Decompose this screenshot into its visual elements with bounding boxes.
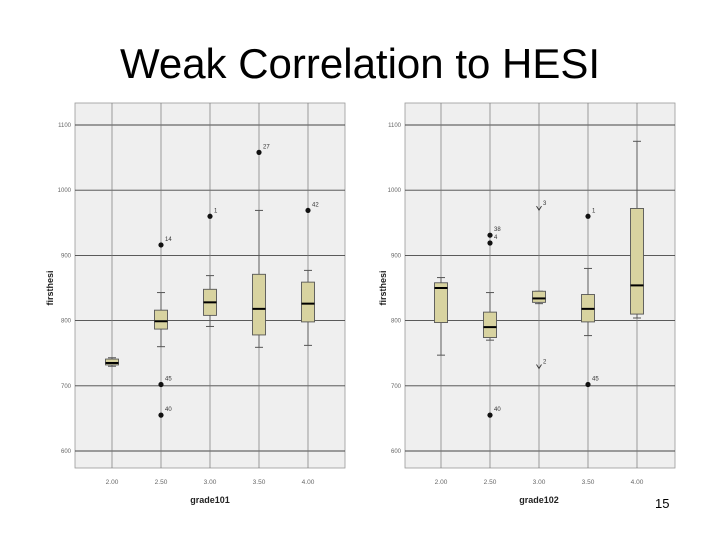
outlier-point bbox=[207, 213, 213, 219]
y-tick-label: 800 bbox=[61, 319, 72, 325]
x-tick-label: 4.00 bbox=[631, 479, 644, 486]
y-axis-label: firsthesi bbox=[378, 270, 388, 305]
y-tick-label: 600 bbox=[391, 449, 402, 455]
y-tick-label: 1100 bbox=[58, 123, 72, 129]
x-tick-label: 3.50 bbox=[582, 479, 595, 486]
outlier-point bbox=[256, 149, 262, 155]
outlier-point bbox=[305, 207, 311, 214]
outlier-label: 1 bbox=[214, 208, 218, 214]
outlier-label: 1 bbox=[592, 208, 596, 214]
outlier-label: 42 bbox=[312, 202, 319, 208]
extreme-marker bbox=[536, 205, 542, 211]
box bbox=[301, 281, 315, 323]
box bbox=[630, 208, 644, 315]
x-axis-label: grade102 bbox=[519, 495, 559, 505]
x-tick-label: 3.00 bbox=[533, 479, 546, 486]
outlier-label: 4 bbox=[494, 235, 498, 241]
y-tick-label: 600 bbox=[61, 449, 72, 455]
x-tick-label: 2.50 bbox=[484, 479, 497, 486]
x-tick-label: 3.50 bbox=[253, 479, 266, 486]
x-tick-label: 2.50 bbox=[155, 479, 168, 486]
y-tick-label: 1100 bbox=[388, 123, 402, 129]
outlier-point bbox=[158, 381, 164, 388]
x-tick-label: 2.00 bbox=[106, 479, 119, 486]
y-tick-label: 800 bbox=[391, 319, 402, 325]
extreme-marker bbox=[536, 364, 542, 370]
x-axis-label: grade101 bbox=[190, 495, 230, 505]
y-tick-label: 900 bbox=[61, 253, 72, 259]
outlier-point bbox=[487, 240, 493, 246]
y-tick-label: 900 bbox=[391, 253, 402, 259]
y-tick-label: 1000 bbox=[58, 188, 72, 194]
outlier-point bbox=[585, 213, 591, 219]
outlier-point bbox=[487, 412, 493, 418]
outlier-label: 38 bbox=[494, 227, 501, 233]
plot-area bbox=[404, 102, 676, 469]
x-tick-label: 3.00 bbox=[204, 479, 217, 486]
outlier-label: 27 bbox=[263, 144, 270, 150]
x-tick-label: 2.00 bbox=[435, 479, 448, 486]
outlier-point bbox=[487, 232, 493, 238]
slide-number: 15 bbox=[655, 496, 670, 511]
y-tick-label: 700 bbox=[391, 384, 402, 390]
box-plot-grade101: 1100 1000 900 800 700 600 2.00 2.50 3.00 3.50 4.00… bbox=[45, 102, 346, 505]
y-axis-label: firsthesi bbox=[45, 270, 55, 305]
outlier-point bbox=[158, 412, 164, 418]
box bbox=[434, 282, 448, 324]
box bbox=[483, 311, 497, 339]
outlier-label: 40 bbox=[165, 407, 172, 413]
box bbox=[154, 309, 168, 330]
outlier-label: 45 bbox=[592, 376, 599, 382]
marker-label: 2 bbox=[543, 360, 547, 366]
slide-title: Weak Correlation to HESI bbox=[119, 40, 601, 87]
outlier-label: 45 bbox=[165, 376, 172, 382]
outlier-point bbox=[158, 242, 164, 248]
box-plot-grade102: 1100 1000 900 800 700 600 2.00 2.50 3.00 3.50 4.00… bbox=[378, 102, 676, 505]
box bbox=[252, 273, 266, 336]
x-tick-label: 4.00 bbox=[302, 479, 315, 486]
y-tick-label: 1000 bbox=[388, 188, 402, 194]
outlier-point bbox=[585, 381, 591, 388]
y-tick-label: 700 bbox=[61, 384, 72, 390]
outlier-label: 40 bbox=[494, 407, 501, 413]
outlier-label: 14 bbox=[165, 237, 172, 243]
box bbox=[532, 290, 546, 303]
marker-label: 3 bbox=[543, 201, 547, 207]
